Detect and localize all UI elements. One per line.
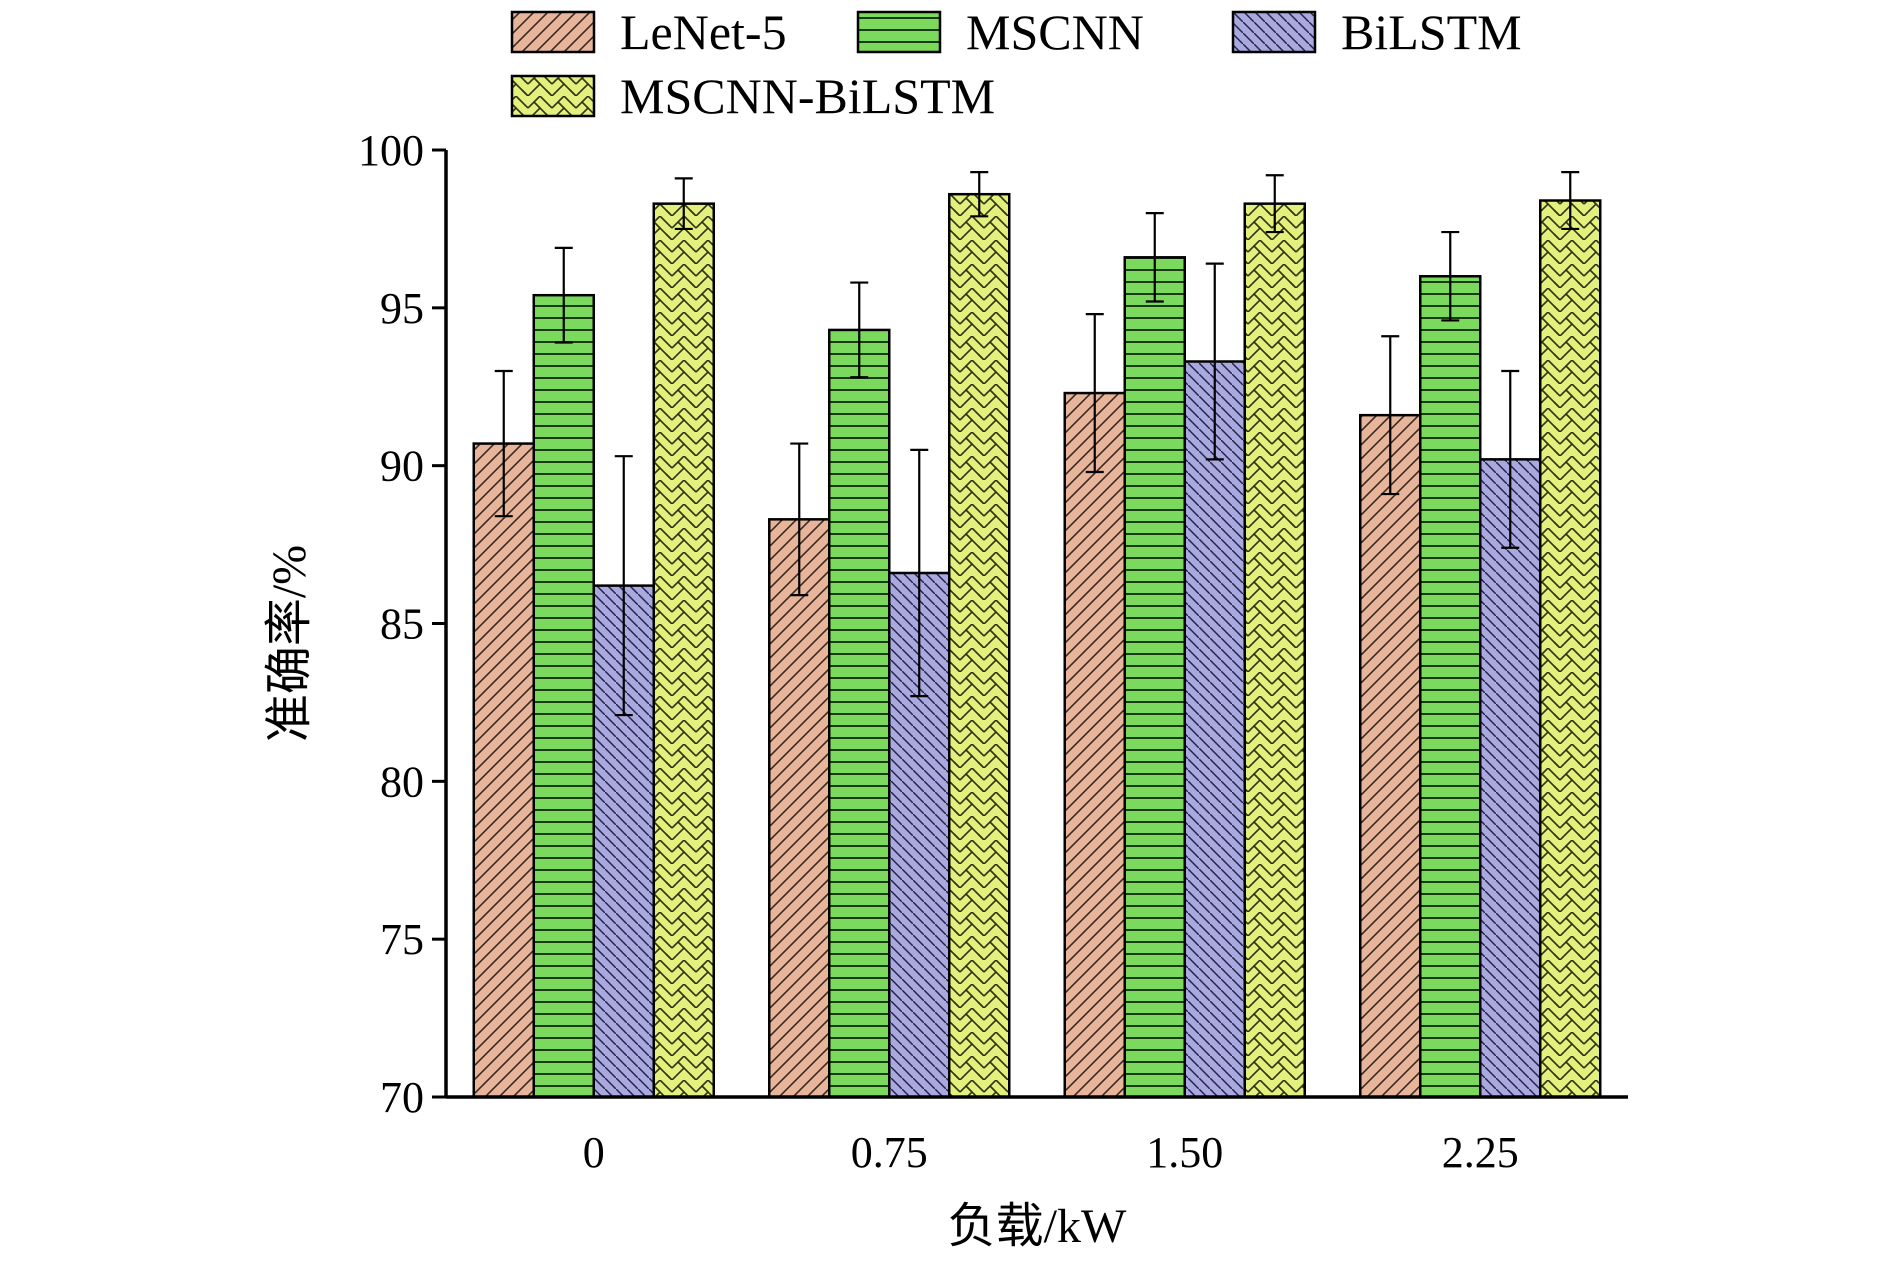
error-bar-0-0	[494, 369, 513, 518]
error-bars-layer	[494, 170, 1580, 717]
legend-swatch-0	[510, 10, 596, 54]
error-bar-3-0	[674, 177, 693, 231]
error-bar-1-3	[1441, 230, 1460, 322]
error-bar-2-2	[1205, 262, 1224, 461]
error-bar-0-1	[790, 442, 809, 597]
x-tick-label-0: 0	[583, 1128, 605, 1177]
error-bar-3-3	[1561, 170, 1580, 231]
legend: LeNet-5 MSCNN BiLSTM MSCNN-BiLSTM	[510, 4, 1522, 124]
x-tick-label-2: 1.50	[1146, 1128, 1223, 1177]
bar-0-3	[1359, 413, 1422, 1099]
bar-3-3	[1539, 199, 1602, 1099]
x-axis-label: 负载/kW	[948, 1200, 1127, 1253]
legend-swatch-1	[856, 10, 942, 54]
y-tick-label-5: 95	[380, 284, 424, 333]
error-bar-2-1	[910, 448, 929, 698]
legend-item-2: BiLSTM	[1231, 4, 1522, 60]
bar-1-0	[532, 293, 595, 1099]
legend-item-1: MSCNN	[856, 4, 1144, 60]
error-bar-1-1	[850, 281, 869, 379]
error-bar-1-2	[1145, 212, 1164, 303]
y-tick-label-1: 75	[380, 915, 424, 964]
error-bar-1-0	[554, 246, 573, 344]
bar-1-2	[1123, 256, 1186, 1099]
axes: 70 75 80 85 90 95 100 0 0.75 1.50 2.25 负载/kW 准确率/%	[263, 126, 1628, 1253]
legend-swatch-3	[510, 74, 596, 118]
bar-1-1	[828, 328, 891, 1099]
error-bar-2-0	[614, 455, 633, 717]
y-tick-label-0: 70	[380, 1073, 424, 1122]
legend-item-0: LeNet-5	[510, 4, 787, 60]
error-bar-2-3	[1501, 369, 1520, 549]
legend-label-1: MSCNN	[966, 4, 1144, 60]
bar-0-0	[472, 442, 535, 1099]
bar-3-1	[948, 192, 1011, 1099]
y-tick-label-6: 100	[358, 126, 424, 175]
bar-1-3	[1419, 275, 1482, 1099]
y-tick-label-4: 90	[380, 442, 424, 491]
y-tick-label-3: 85	[380, 600, 424, 649]
y-axis-label: 准确率/%	[263, 545, 316, 742]
bar-0-2	[1063, 391, 1126, 1099]
bar-0-1	[768, 518, 831, 1099]
bar-2-3	[1479, 458, 1542, 1099]
legend-label-0: LeNet-5	[620, 4, 787, 60]
bar-3-2	[1243, 202, 1306, 1099]
error-bar-0-3	[1381, 335, 1400, 496]
legend-item-3: MSCNN-BiLSTM	[510, 68, 995, 124]
legend-label-3: MSCNN-BiLSTM	[620, 68, 995, 124]
error-bar-3-2	[1265, 174, 1284, 234]
bar-2-2	[1183, 360, 1246, 1099]
x-tick-label-1: 0.75	[851, 1128, 928, 1177]
bars-layer	[472, 192, 1602, 1099]
bar-3-0	[652, 202, 715, 1099]
legend-label-2: BiLSTM	[1341, 4, 1522, 60]
legend-swatch-2	[1231, 10, 1317, 54]
error-bar-3-1	[970, 170, 989, 218]
y-tick-label-2: 80	[380, 757, 424, 806]
x-tick-label-3: 2.25	[1442, 1128, 1519, 1177]
error-bar-0-2	[1085, 313, 1104, 474]
